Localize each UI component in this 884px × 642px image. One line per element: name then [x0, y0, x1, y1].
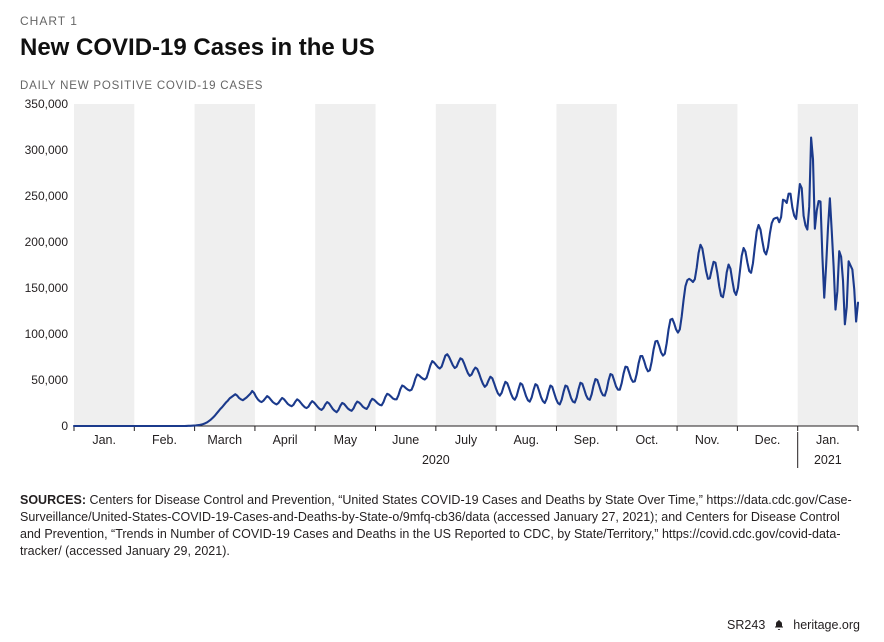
svg-text:2021: 2021: [814, 453, 842, 467]
sources-lead: SOURCES:: [20, 493, 86, 507]
svg-text:Aug.: Aug.: [513, 433, 539, 447]
covid-line-chart: 0 50,000 100,000 150,000 200,000 250,000 300,0…: [20, 98, 864, 478]
svg-text:200,000: 200,000: [25, 235, 69, 249]
svg-text:Jan.: Jan.: [92, 433, 116, 447]
svg-text:Feb.: Feb.: [152, 433, 177, 447]
chart-page: CHART 1 New COVID-19 Cases in the US DAI…: [0, 0, 884, 642]
svg-text:June: June: [392, 433, 419, 447]
svg-text:350,000: 350,000: [25, 98, 69, 111]
svg-text:50,000: 50,000: [31, 373, 68, 387]
bell-icon: [773, 619, 785, 631]
svg-text:2020: 2020: [422, 453, 450, 467]
svg-text:250,000: 250,000: [25, 189, 69, 203]
svg-text:March: March: [207, 433, 242, 447]
page-title: New COVID-19 Cases in the US: [20, 34, 864, 62]
svg-text:300,000: 300,000: [25, 143, 69, 157]
chart-label: CHART 1: [20, 14, 864, 28]
svg-text:0: 0: [61, 419, 68, 433]
chart-subtitle: DAILY NEW POSITIVE COVID-19 CASES: [20, 80, 864, 92]
svg-text:Dec.: Dec.: [755, 433, 781, 447]
svg-text:Oct.: Oct.: [635, 433, 658, 447]
chart-svg: 0 50,000 100,000 150,000 200,000 250,000 300,0…: [20, 98, 864, 478]
svg-text:150,000: 150,000: [25, 281, 69, 295]
sources-body: Centers for Disease Control and Preventi…: [20, 493, 852, 558]
footer-code: SR243: [727, 618, 765, 632]
svg-text:Jan.: Jan.: [816, 433, 840, 447]
svg-text:Sep.: Sep.: [574, 433, 600, 447]
footer: SR243 heritage.org: [727, 618, 860, 632]
svg-text:May: May: [334, 433, 358, 447]
svg-text:Nov.: Nov.: [695, 433, 720, 447]
footer-site: heritage.org: [793, 618, 860, 632]
svg-text:100,000: 100,000: [25, 327, 69, 341]
svg-text:April: April: [273, 433, 298, 447]
sources-text: SOURCES: Centers for Disease Control and…: [20, 492, 864, 560]
svg-text:July: July: [455, 433, 478, 447]
